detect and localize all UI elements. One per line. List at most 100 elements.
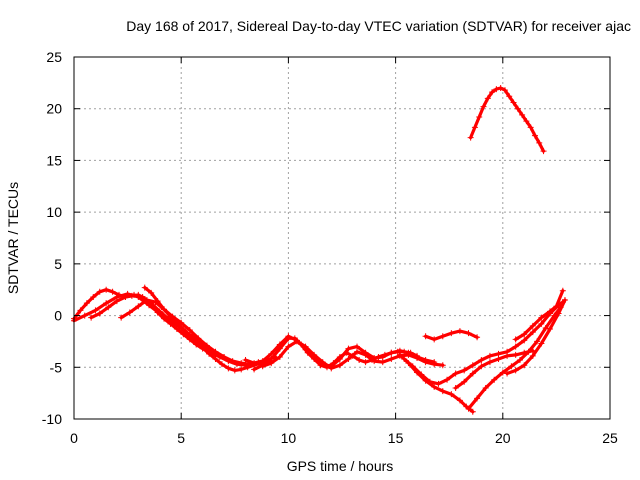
data-point [482, 384, 489, 391]
data-point [285, 333, 292, 340]
y-tick-label: 10 [46, 204, 62, 220]
data-point [486, 359, 493, 366]
data-point [141, 284, 148, 291]
data-point [512, 367, 519, 374]
data-point [497, 85, 504, 92]
data-point [388, 349, 395, 356]
data-point [212, 356, 219, 363]
data-point [426, 378, 433, 385]
data-point [538, 314, 545, 321]
data-point [512, 351, 519, 358]
data-point [474, 334, 481, 341]
data-point [96, 288, 103, 295]
data-point [461, 367, 468, 374]
data-point [77, 307, 84, 314]
data-point [362, 359, 369, 366]
data-point [354, 348, 361, 355]
data-point [206, 350, 213, 357]
data-point [148, 289, 155, 296]
series-line [469, 86, 546, 153]
series-arc-8 [259, 338, 446, 372]
data-point [444, 376, 451, 383]
data-point [362, 351, 369, 358]
data-point [521, 362, 528, 369]
data-point [354, 343, 361, 350]
data-point [465, 330, 472, 337]
data-point [491, 376, 498, 383]
data-point [504, 370, 511, 377]
data-point [173, 319, 180, 326]
data-point [422, 359, 429, 366]
data-point [510, 99, 517, 106]
data-point [83, 300, 90, 307]
data-point [96, 310, 103, 317]
data-point [508, 363, 515, 370]
data-point [251, 366, 258, 373]
data-point [486, 352, 493, 359]
data-point [118, 314, 125, 321]
series-line [402, 300, 565, 386]
data-point [499, 369, 506, 376]
data-point [122, 293, 129, 300]
data-point [161, 306, 168, 313]
data-point [371, 358, 378, 365]
data-point [195, 335, 202, 342]
data-point [113, 298, 120, 305]
series-line [143, 286, 269, 372]
data-point [268, 360, 275, 367]
data-point [525, 348, 532, 355]
data-point [469, 370, 476, 377]
data-point [225, 365, 232, 372]
x-tick-label: 20 [495, 430, 511, 446]
data-point [345, 356, 352, 363]
series-arc-12 [452, 347, 536, 391]
x-tick-label: 0 [70, 430, 78, 446]
data-point [180, 326, 187, 333]
data-point [489, 89, 496, 96]
data-point [109, 288, 116, 295]
data-point [495, 356, 502, 363]
data-point [90, 293, 97, 300]
data-point [293, 338, 300, 345]
data-point [356, 357, 363, 364]
data-point [456, 397, 463, 404]
data-point [480, 103, 487, 110]
data-point [218, 361, 225, 368]
data-point [229, 358, 236, 365]
data-point [527, 124, 534, 131]
data-point [285, 343, 292, 350]
data-point [276, 353, 283, 360]
data-point [302, 343, 309, 350]
series-arc-11 [422, 328, 481, 343]
data-point [546, 326, 553, 333]
data-point [126, 309, 133, 316]
data-point [534, 338, 541, 345]
series-line [89, 293, 273, 367]
data-point [244, 364, 251, 371]
data-point [103, 286, 110, 293]
series-arc-10 [401, 299, 566, 387]
y-tick-label: -5 [50, 359, 63, 375]
data-point [456, 328, 463, 335]
data-point [540, 148, 547, 155]
data-point [431, 361, 438, 368]
data-point [512, 343, 519, 350]
y-tick-label: 20 [46, 101, 62, 117]
series-line [454, 349, 535, 390]
data-point [379, 353, 386, 360]
data-point [529, 329, 536, 336]
data-point [531, 132, 538, 139]
x-tick-label: 25 [602, 430, 618, 446]
data-point [478, 363, 485, 370]
data-point [422, 333, 429, 340]
data-point [379, 359, 386, 366]
data-point [521, 331, 528, 338]
data-series [71, 85, 568, 415]
data-point [336, 362, 343, 369]
data-point [135, 303, 142, 310]
data-point [495, 350, 502, 357]
data-point [143, 297, 150, 304]
data-point [469, 362, 476, 369]
data-point [538, 340, 545, 347]
data-point [259, 363, 266, 370]
